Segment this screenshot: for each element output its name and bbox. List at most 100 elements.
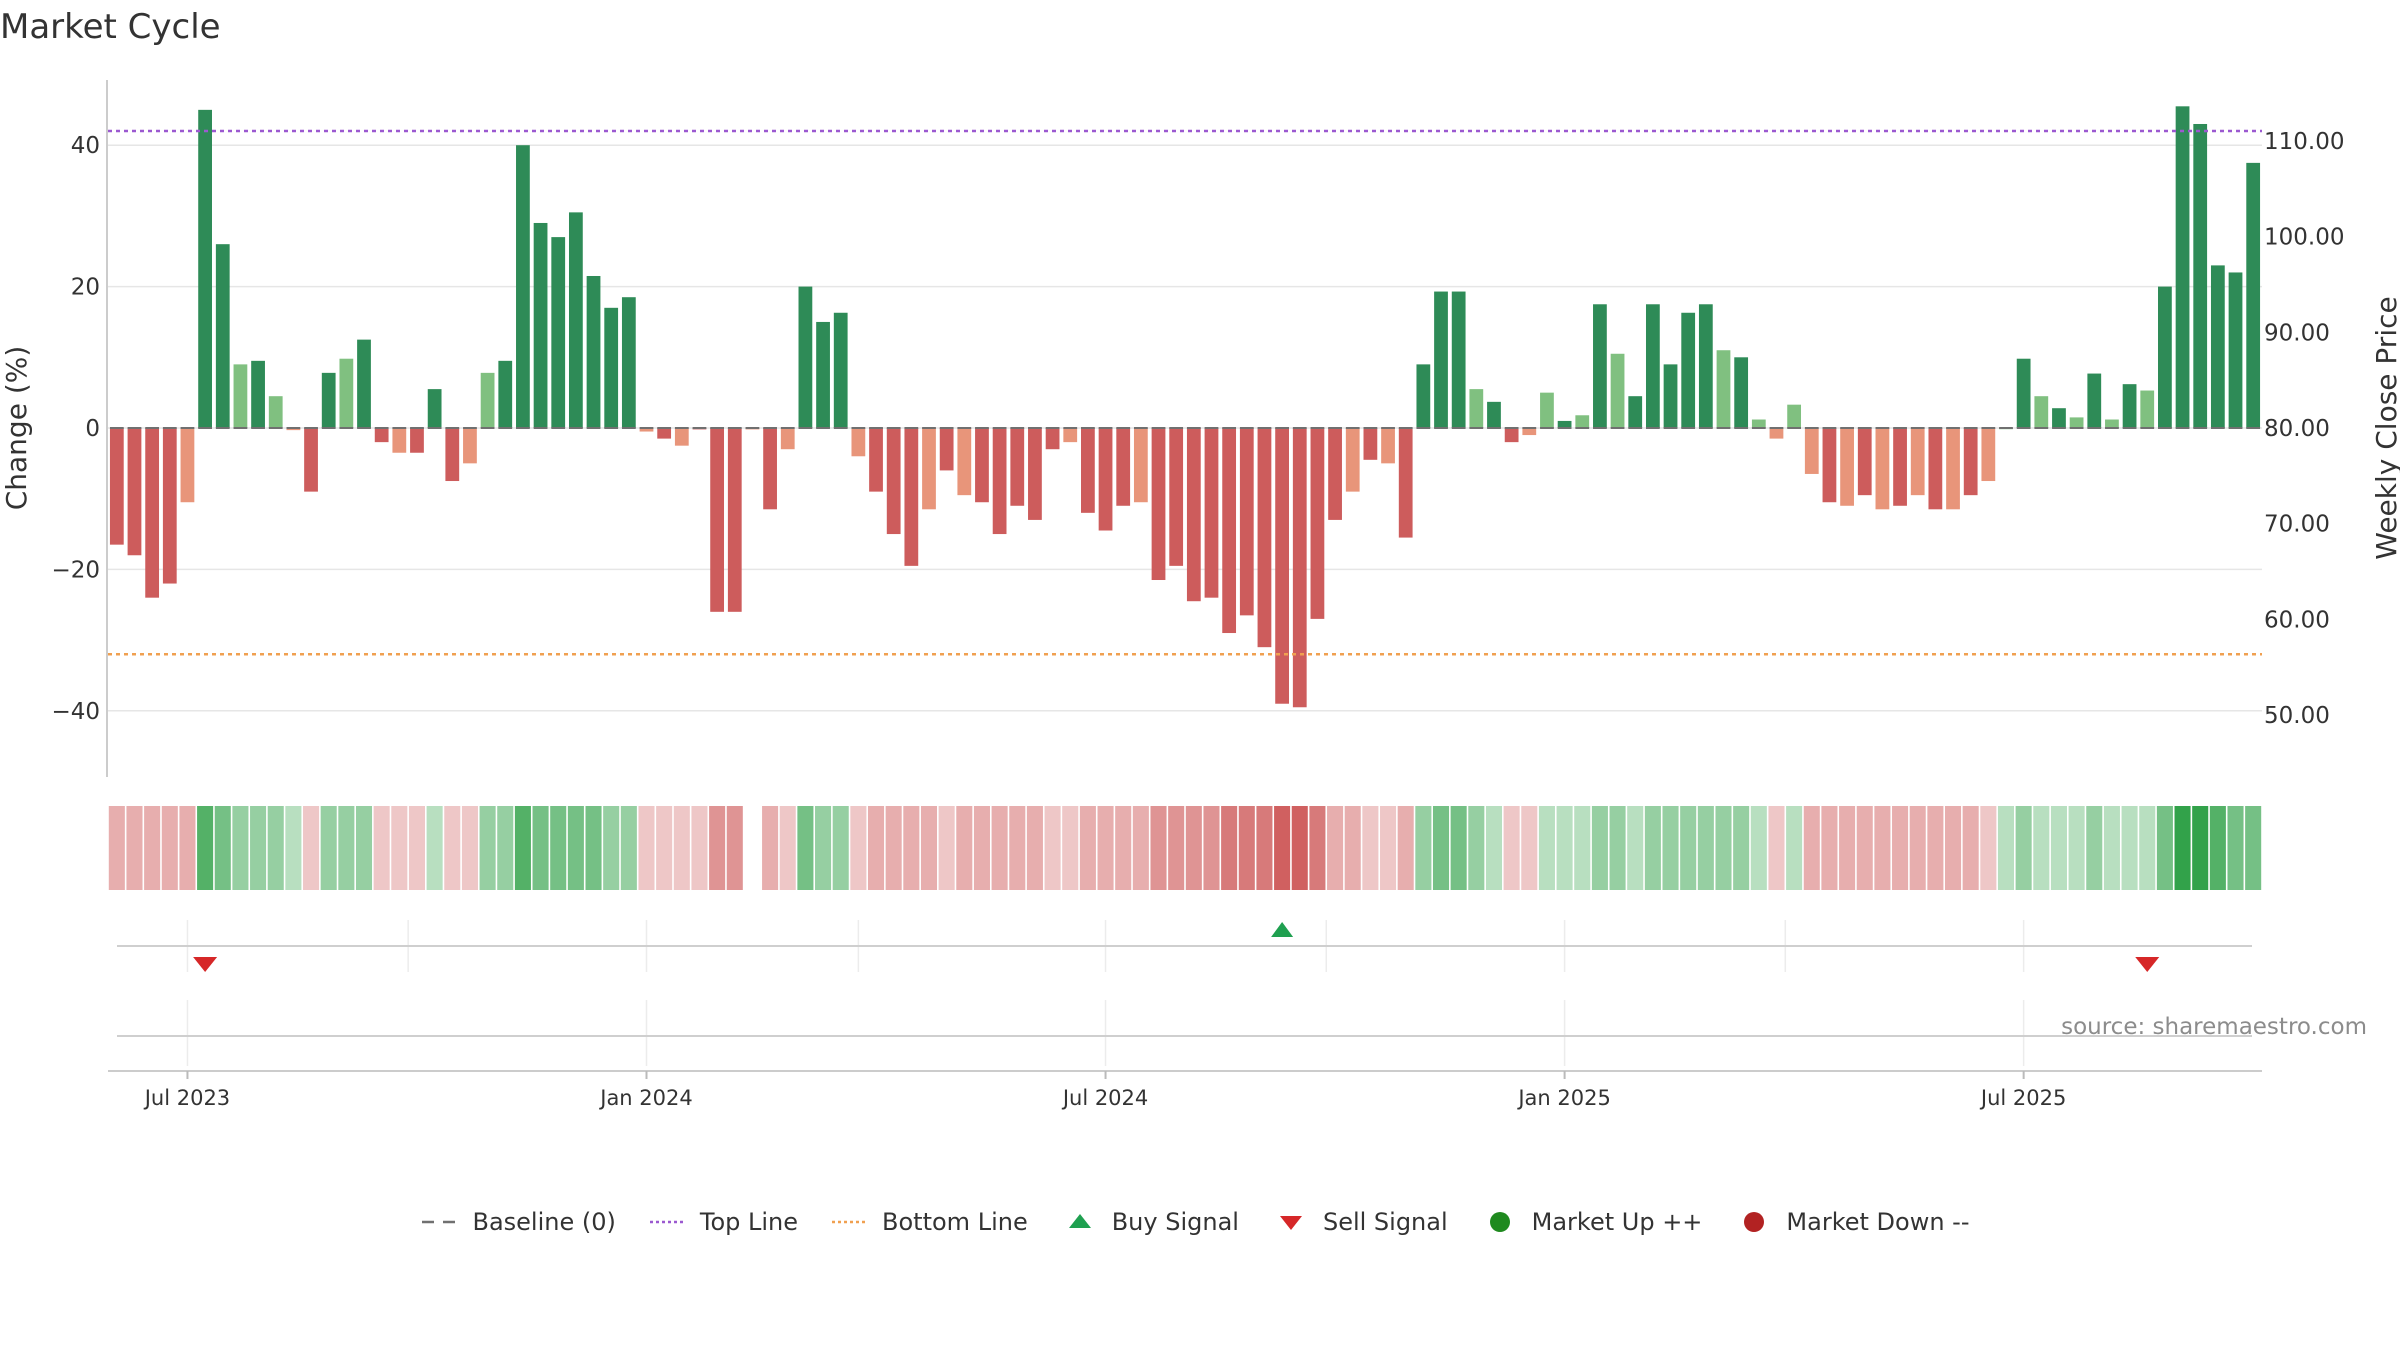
change-bar (180, 428, 195, 503)
change-bar (1063, 428, 1078, 443)
change-bar (498, 360, 513, 428)
source-label: source: sharemaestro.com (2061, 1014, 2367, 1040)
regime-cell (144, 806, 161, 890)
regime-cell (2174, 806, 2191, 890)
regime-cell (2103, 806, 2120, 890)
regime-cell (1556, 806, 1573, 890)
change-bar (674, 428, 689, 446)
regime-cell (1097, 806, 1114, 890)
regime-cell (1362, 806, 1379, 890)
change-bar (833, 312, 848, 428)
legend-symbol-triangle-down (1279, 1216, 1302, 1230)
change-bar (1116, 428, 1131, 506)
change-bar (763, 428, 777, 510)
regime-cell (850, 806, 867, 890)
change-bar (1822, 428, 1837, 503)
change-bar (268, 396, 283, 428)
regime-cell (1697, 806, 1714, 890)
change-bar (392, 428, 407, 453)
change-bar (1045, 428, 1060, 450)
regime-cell (108, 806, 125, 890)
change-bar (1239, 428, 1254, 616)
change-bar (1628, 396, 1643, 428)
x-tick-label: Jul 2025 (1979, 1086, 2066, 1110)
change-bar (551, 237, 566, 428)
change-bar (1434, 291, 1448, 428)
regime-cell (1980, 806, 1997, 890)
regime-cell (1927, 806, 1944, 890)
regime-cell (1009, 806, 1026, 890)
change-bar (1893, 428, 1907, 506)
regime-cell (2156, 806, 2173, 890)
regime-cell (232, 806, 249, 890)
change-bar (357, 339, 371, 428)
change-bar (162, 428, 177, 584)
regime-cell (285, 806, 302, 890)
regime-cell (2121, 806, 2138, 890)
regime-cell (1574, 806, 1591, 890)
change-bar (1169, 428, 1184, 566)
regime-cell (355, 806, 373, 890)
regime-cell (1221, 806, 1238, 890)
regime-cell (1450, 806, 1467, 890)
regime-cell (1344, 806, 1361, 890)
regime-cell (1821, 806, 1838, 890)
change-bar (1504, 428, 1519, 443)
regime-cell (126, 806, 143, 890)
regime-cell (197, 806, 214, 890)
change-bar (1469, 389, 1484, 428)
regime-cell (1185, 806, 1202, 890)
regime-cell (1485, 806, 1503, 890)
change-bar (1081, 428, 1095, 513)
y-tick-label: −20 (51, 557, 100, 583)
regime-cell (250, 806, 267, 890)
change-bar (2016, 358, 2031, 428)
regime-cell (373, 806, 390, 890)
regime-cell (1644, 806, 1661, 890)
regime-cell (1291, 806, 1308, 890)
y2-axis-ticks: 110.00 100.00 90.00 80.00 70.00 60.00 50.00 (2264, 129, 2344, 729)
change-bar (922, 428, 936, 510)
change-bar (1416, 364, 1431, 428)
change-bar (1151, 428, 1166, 581)
change-bar (1557, 420, 1572, 428)
regime-cell (1944, 806, 1962, 890)
x-axis: Jul 2023 Jan 2024 Jul 2024 Jan 2025 Jul 2025 (108, 1070, 2262, 1110)
regime-cell (338, 806, 355, 890)
regime-cell (2209, 806, 2226, 890)
change-bar (2140, 390, 2155, 428)
change-bar (286, 428, 301, 431)
legend-label: Buy Signal (1111, 1208, 1239, 1236)
regime-cell (1609, 806, 1626, 890)
regime-cell (1132, 806, 1149, 890)
legend-symbol-dash (422, 1220, 459, 1224)
regime-cell (2033, 806, 2050, 890)
legend-symbol-dot (832, 1220, 869, 1224)
regime-cell (426, 806, 443, 890)
y2-tick-label: 110.00 (2264, 129, 2344, 155)
change-bar (109, 428, 124, 545)
change-bar (1540, 392, 1554, 428)
regime-cell (444, 806, 461, 890)
change-bar (1769, 428, 1784, 439)
x-tick-label: Jan 2024 (598, 1086, 693, 1110)
regime-cell (867, 806, 885, 890)
regime-cell (2015, 806, 2032, 890)
x-tick-label: Jul 2024 (1061, 1086, 1148, 1110)
regime-cell (1892, 806, 1909, 890)
regime-cell (1415, 806, 1432, 890)
change-bar (427, 389, 442, 428)
regime-cell (267, 806, 284, 890)
regime-cell (815, 806, 832, 890)
change-bar (2034, 396, 2049, 428)
regime-cell (2139, 806, 2156, 890)
legend: Baseline (0) Top Line Bottom Line Buy Signa… (0, 1202, 2400, 1242)
regime-cell (320, 806, 337, 890)
regime-cell (656, 806, 673, 890)
regime-cell (514, 806, 531, 890)
change-bar (516, 145, 530, 428)
regime-cell (1150, 806, 1167, 890)
regime-cell (832, 806, 849, 890)
regime-cell (303, 806, 320, 890)
